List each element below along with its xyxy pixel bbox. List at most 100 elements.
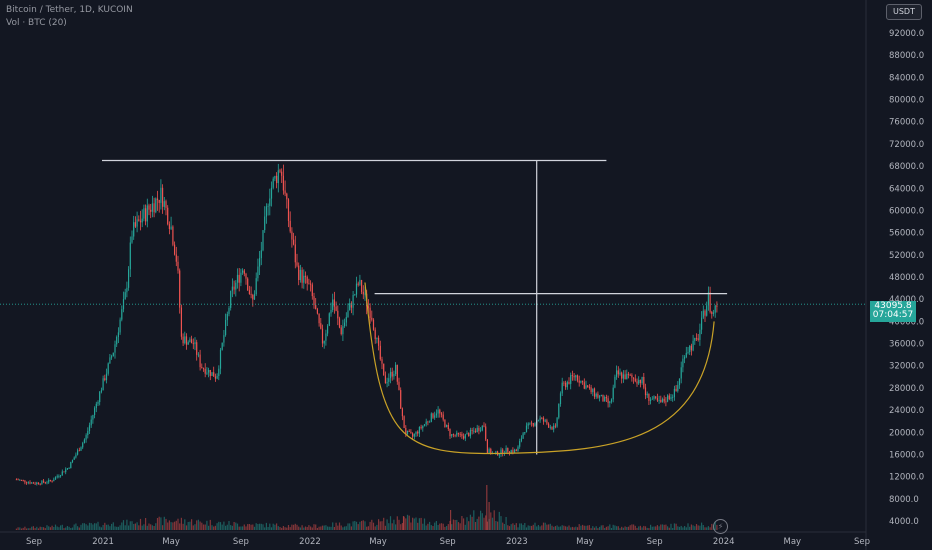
volume-bar: [323, 525, 325, 530]
y-tick-label: 8000.0: [889, 495, 919, 505]
volume-bar: [689, 526, 691, 530]
candle-body: [225, 320, 227, 336]
volume-bar: [145, 518, 147, 530]
volume-bar: [82, 523, 84, 530]
volume-bar: [551, 525, 553, 530]
candle-body: [707, 292, 709, 306]
candle-body: [85, 435, 87, 440]
currency-button[interactable]: USDT: [886, 4, 922, 20]
candle-body: [54, 477, 57, 480]
candle-body: [95, 403, 97, 409]
volume-bar: [554, 526, 556, 530]
candle-body: [488, 449, 490, 453]
x-tick-label: 2024: [713, 537, 735, 547]
volume-bar: [20, 528, 23, 530]
lightning-icon[interactable]: ⚡: [713, 519, 728, 534]
volume-bar: [672, 528, 674, 530]
candle-body: [634, 378, 636, 382]
volume-bar: [646, 527, 648, 530]
candle-body: [175, 254, 177, 262]
volume-bar: [150, 524, 152, 530]
volume-bar: [333, 527, 335, 530]
volume-bar: [566, 526, 568, 530]
volume-bar: [46, 525, 48, 530]
candle-body: [563, 382, 565, 384]
candle-body: [395, 364, 397, 374]
x-tick-label: May: [784, 537, 802, 547]
candle-body: [340, 327, 342, 335]
volume-bar: [119, 525, 121, 530]
candle-body: [257, 266, 259, 279]
candle-body: [650, 399, 652, 401]
volume-bar: [520, 523, 522, 530]
volume-bar: [711, 523, 713, 530]
x-tick-label: Sep: [233, 537, 249, 547]
candle-body: [170, 226, 172, 230]
candle-body: [711, 311, 713, 314]
volume-bar: [308, 525, 310, 530]
volume-bar: [493, 510, 495, 530]
volume-bar: [602, 525, 604, 530]
volume-bar: [505, 517, 507, 530]
candle-body: [396, 364, 398, 382]
candle-body: [451, 434, 453, 437]
volume-bar: [274, 524, 276, 530]
candle-body: [128, 269, 130, 288]
candle-body: [369, 307, 371, 318]
candle-body: [371, 317, 373, 320]
candle-body: [682, 358, 684, 368]
volume-bar: [26, 528, 28, 530]
candle-body: [522, 433, 524, 439]
volume-bar: [56, 526, 58, 530]
volume-bar: [345, 526, 347, 530]
candle-body: [180, 307, 182, 337]
volume-bar: [512, 523, 514, 530]
candle-body: [32, 482, 34, 484]
candle-body: [437, 409, 439, 414]
candle-body: [561, 382, 563, 394]
volume-bar: [459, 523, 461, 530]
candle-body: [131, 236, 133, 243]
volume-bar: [665, 524, 667, 530]
candle-body: [344, 322, 346, 327]
candle-body: [306, 276, 308, 284]
volume-bar: [219, 522, 222, 530]
volume-bar: [497, 521, 499, 530]
volume-bar: [313, 524, 315, 530]
candle-body: [442, 414, 444, 420]
candle-body: [389, 371, 392, 379]
y-tick-label: 32000.0: [889, 362, 924, 372]
y-tick-label: 60000.0: [889, 207, 924, 217]
candle-body: [245, 273, 247, 279]
volume-bar: [367, 526, 369, 530]
volume-bar: [495, 521, 497, 530]
volume-bar: [342, 527, 344, 530]
candle-body: [119, 319, 121, 333]
candle-body: [26, 482, 28, 484]
y-tick-label: 44000.0: [889, 295, 924, 305]
candle-body: [454, 434, 456, 436]
volume-bar: [388, 523, 390, 530]
volume-bar: [641, 527, 643, 530]
candle-body: [614, 376, 616, 388]
candle-body: [410, 431, 412, 434]
volume-bar: [63, 528, 65, 530]
candle-body: [429, 421, 431, 423]
candle-body: [585, 385, 587, 389]
volume-bar: [174, 521, 176, 530]
volume-bar: [162, 525, 164, 530]
volume-bar: [289, 527, 291, 530]
candle-body: [19, 479, 21, 481]
candle-body: [114, 344, 116, 353]
volume-bar: [682, 527, 684, 530]
volume-bar: [315, 524, 317, 530]
candle-body: [92, 415, 94, 420]
candle-body: [566, 382, 568, 388]
candle-body: [51, 481, 53, 482]
candle-body: [162, 187, 164, 207]
volume-bar: [121, 522, 123, 530]
y-tick-label: 84000.0: [889, 73, 924, 83]
volume-bar: [471, 516, 473, 530]
volume-bar: [191, 519, 193, 530]
